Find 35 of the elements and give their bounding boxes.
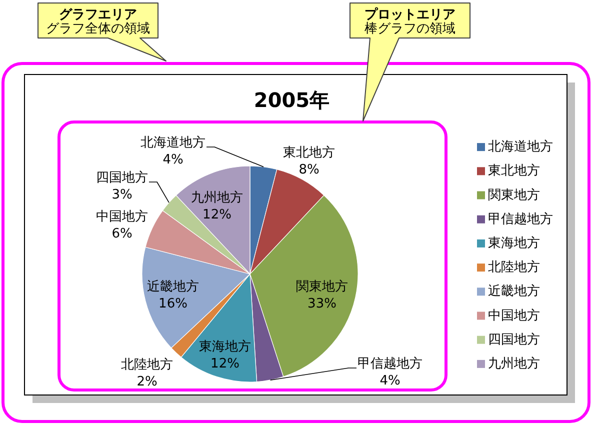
legend-label: 北海道地方	[488, 138, 553, 155]
data-label: 12%	[202, 208, 232, 222]
slice-label: 東北地方	[283, 144, 335, 160]
legend-label: 九州地方	[488, 355, 540, 372]
slice-label: 北海道地方	[140, 134, 206, 150]
slice-label: 四国地方	[96, 170, 148, 186]
text: 棒グラフの領域	[364, 22, 456, 36]
slice-label: 北陸地方	[121, 356, 173, 372]
text: グラフエリア	[59, 8, 137, 22]
data-label: 8%	[298, 162, 320, 178]
data-label: 12%	[210, 356, 240, 372]
legend-label: 北陸地方	[488, 259, 540, 276]
slice-label: 近畿地方	[147, 278, 199, 294]
legend-label: 四国地方	[488, 331, 540, 348]
text: グラフ全体の領域	[46, 22, 150, 36]
legend-label: 甲信越地方	[488, 210, 553, 227]
data-label: 6%	[112, 226, 132, 242]
legend-label: 近畿地方	[488, 283, 540, 300]
data-label: 4%	[162, 152, 184, 168]
legend-label: 中国地方	[488, 307, 540, 324]
data-label: 3%	[112, 188, 132, 202]
data-label: 4%	[380, 374, 400, 388]
data-label: 33%	[308, 296, 336, 312]
legend-label: 東北地方	[488, 162, 540, 179]
chart-title: 2005年	[254, 88, 330, 112]
data-label: 2%	[136, 374, 158, 390]
slice-label: 関東地方	[296, 278, 348, 294]
slice-label: 九州地方	[191, 190, 243, 206]
legend-label: 関東地方	[488, 186, 540, 203]
slice-label: 中国地方	[96, 208, 148, 224]
legend-label: 東海地方	[488, 234, 540, 251]
data-label: 16%	[158, 296, 188, 312]
slice-label: 甲信越地方	[358, 356, 422, 372]
slice-label: 東海地方	[199, 338, 251, 354]
text: プロットエリア	[364, 6, 456, 22]
